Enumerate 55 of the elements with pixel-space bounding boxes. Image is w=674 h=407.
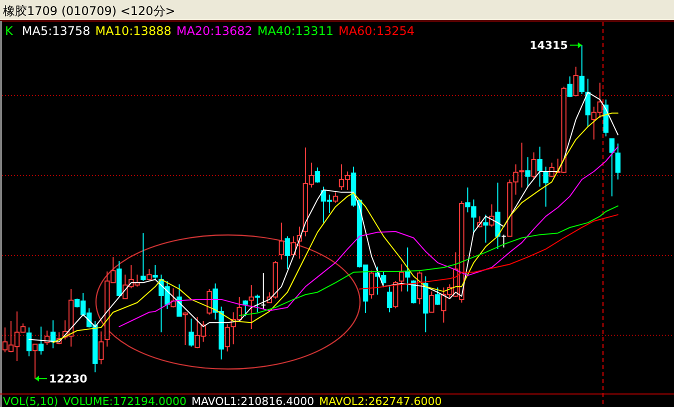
candlestick [429, 290, 434, 313]
candlestick [386, 286, 392, 313]
candlestick [501, 234, 506, 248]
candlestick [368, 270, 374, 300]
legend-title: K [5, 24, 14, 38]
candlestick [525, 156, 530, 188]
candlestick [435, 286, 440, 306]
candlestick [146, 268, 152, 281]
candlestick [278, 222, 284, 260]
candlestick [224, 324, 230, 352]
candlestick [188, 318, 194, 348]
candlestick [170, 288, 176, 308]
candlestick [26, 326, 32, 357]
text: MAVOL1:210816.4000 [191, 395, 314, 407]
candlestick [212, 282, 218, 320]
text: MA40:13311 [257, 24, 334, 38]
candlestick [182, 312, 188, 346]
candlestick [495, 182, 500, 250]
candlestick [260, 272, 266, 310]
candlestick [314, 167, 320, 184]
text: MA20:13682 [176, 24, 252, 38]
candlestick [38, 326, 44, 356]
candlestick [392, 280, 398, 309]
annotation: 12230 [49, 372, 88, 386]
candlestick [332, 192, 338, 204]
candlestick [140, 232, 146, 282]
candlestick [543, 166, 548, 208]
candlestick [579, 44, 584, 94]
text: MA5:13758 [22, 24, 90, 38]
text: MA10:13888 [95, 24, 172, 38]
text: VOL(5,10) [3, 395, 58, 407]
candlestick [254, 294, 260, 313]
chart-title: 橡胶1709 (010709) <120分> [3, 4, 176, 18]
text: MA60:13254 [338, 24, 415, 38]
candlestick [248, 284, 254, 330]
candlestick [573, 66, 578, 97]
candlestick [32, 344, 38, 380]
candlestick [405, 246, 410, 292]
candlestick [176, 284, 182, 317]
candlestick [398, 264, 404, 292]
candlestick [519, 142, 524, 188]
candlestick [537, 146, 542, 188]
candlestick [585, 78, 590, 128]
text: VOLUME:172194.0000 [63, 395, 186, 407]
candlestick [531, 152, 536, 180]
candlestick [152, 264, 158, 280]
candlestick [284, 236, 290, 270]
candlestick [242, 300, 248, 317]
candlestick [50, 320, 56, 349]
candlestick [98, 330, 104, 365]
text: MAVOL2:262747.6000 [319, 395, 442, 407]
candlestick [489, 204, 494, 228]
annotation: 14315 [530, 39, 568, 52]
candlestick [483, 214, 488, 244]
candlestick [567, 76, 572, 98]
